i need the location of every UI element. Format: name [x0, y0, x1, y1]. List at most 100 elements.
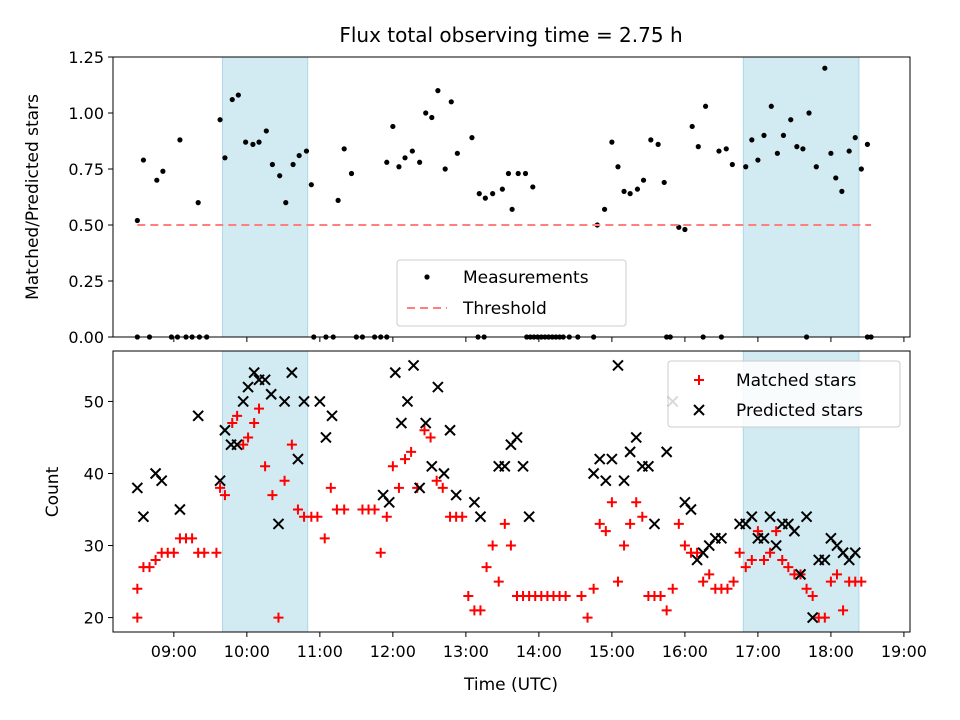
data-point [770, 539, 782, 552]
data-point [624, 446, 636, 458]
data-point [286, 366, 298, 379]
data-point [375, 547, 386, 558]
data-point [679, 540, 690, 551]
data-point [402, 155, 408, 161]
data-point [601, 206, 608, 212]
data-point [702, 103, 709, 109]
bottom-plot-panel: 20 30 40 50 09:00 10:00 11:00 12:00 13:00 14:00 15… [84, 350, 927, 661]
data-point [320, 431, 332, 444]
data-point [312, 511, 323, 522]
data-point [278, 395, 291, 408]
data-point [406, 446, 417, 457]
data-point [303, 148, 310, 154]
data-point [648, 137, 654, 143]
data-point [341, 146, 347, 152]
data-point [655, 141, 661, 147]
highlight-span [222, 56, 309, 338]
data-point [214, 474, 226, 487]
y-tick-label: 50 [84, 392, 104, 411]
y-tick-label: 0.75 [68, 160, 104, 179]
data-point [396, 164, 402, 170]
data-point [227, 418, 238, 429]
data-point [256, 139, 262, 145]
data-point [692, 547, 703, 558]
highlight-span [742, 56, 860, 338]
data-point [587, 467, 600, 480]
data-point [387, 461, 398, 472]
data-point [134, 217, 140, 224]
x-tick-label: 18:00 [808, 642, 854, 661]
data-point [499, 186, 505, 192]
data-point [211, 547, 222, 558]
data-point [852, 135, 858, 141]
data-point [292, 504, 303, 515]
data-point [290, 161, 296, 168]
x-axis-label: Time (UTC) [463, 675, 558, 695]
data-point [530, 184, 536, 190]
data-point [229, 96, 235, 103]
data-point [325, 482, 336, 493]
data-point [612, 359, 624, 372]
data-point [667, 583, 678, 594]
data-point [242, 381, 254, 393]
data-point [259, 374, 271, 386]
data-point [740, 562, 751, 573]
data-point [222, 155, 228, 161]
data-point [806, 611, 819, 624]
legend-label: Matched stars [736, 371, 856, 391]
y-tick-label: 0.50 [68, 216, 104, 235]
data-point [487, 540, 498, 551]
data-point [273, 612, 284, 623]
data-point [482, 195, 488, 201]
data-point [715, 532, 728, 545]
data-point [263, 128, 269, 134]
y-tick-label: 1.00 [68, 104, 104, 123]
data-point [755, 157, 761, 163]
data-point [576, 590, 587, 601]
data-point [249, 418, 260, 429]
data-point [468, 496, 481, 509]
data-point [661, 179, 667, 186]
data-point [698, 576, 709, 587]
data-point [499, 460, 511, 472]
data-point [283, 200, 289, 206]
data-point [758, 532, 770, 545]
data-point [856, 576, 867, 587]
data-point [219, 490, 230, 501]
data-point [864, 141, 871, 147]
data-point [523, 511, 535, 523]
data-point [788, 525, 801, 537]
legend-marker [693, 404, 705, 416]
data-point [819, 554, 831, 566]
data-point [314, 395, 326, 408]
data-point [764, 511, 776, 523]
data-point [400, 454, 411, 465]
data-point [655, 590, 666, 601]
x-tick-label: 12:00 [370, 642, 416, 661]
data-point [199, 547, 210, 558]
data-point [600, 474, 612, 487]
data-point [168, 547, 179, 558]
data-point [619, 540, 630, 551]
data-point [150, 554, 161, 565]
data-point [618, 474, 630, 487]
data-point [794, 144, 800, 150]
data-point [509, 206, 515, 212]
data-point [390, 123, 396, 130]
data-point [292, 453, 304, 465]
legend-marker [424, 274, 430, 280]
data-point [642, 460, 655, 472]
axes-frame [112, 350, 911, 633]
data-point [155, 474, 168, 487]
data-point [490, 191, 496, 197]
data-point [819, 612, 830, 623]
data-point [238, 439, 249, 450]
data-point [383, 496, 395, 509]
data-point [435, 88, 441, 94]
data-point [277, 173, 283, 179]
data-point [783, 562, 794, 573]
data-point [846, 148, 852, 154]
data-point [673, 518, 684, 529]
data-point [774, 150, 780, 156]
